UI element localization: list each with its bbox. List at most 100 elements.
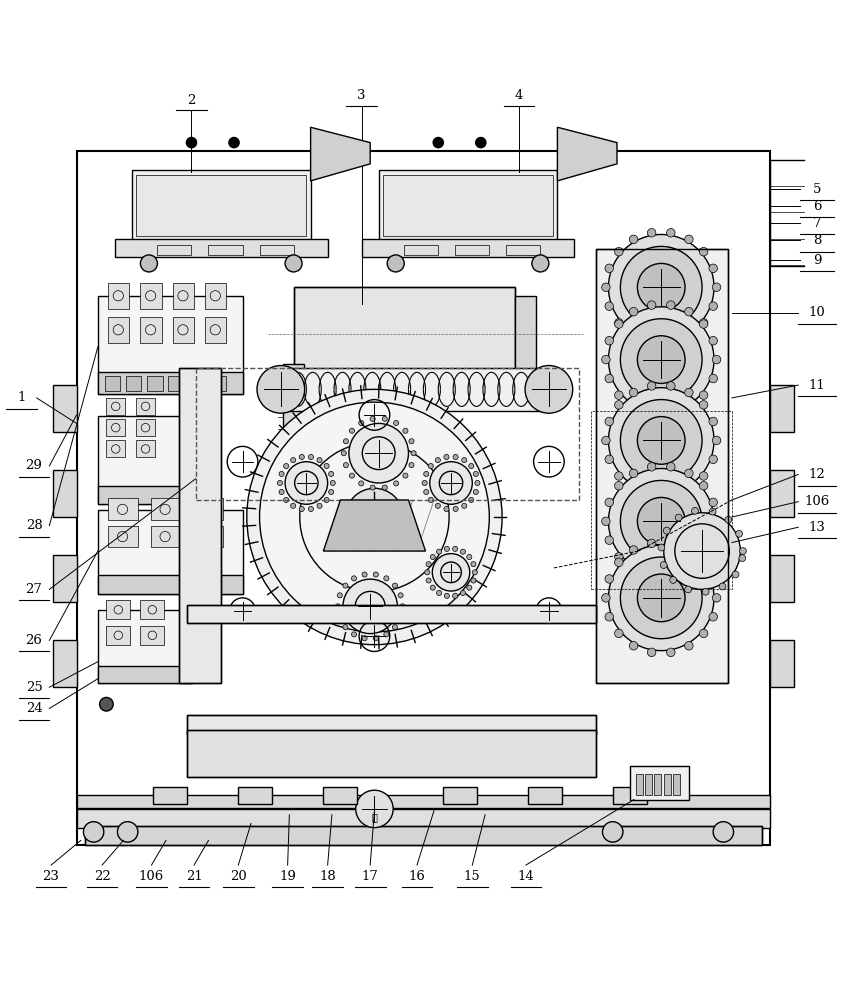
Bar bbox=[108, 317, 129, 343]
Bar bbox=[151, 526, 180, 547]
Circle shape bbox=[614, 247, 623, 256]
Circle shape bbox=[614, 558, 623, 567]
Circle shape bbox=[466, 585, 471, 590]
Circle shape bbox=[739, 555, 745, 562]
Circle shape bbox=[666, 463, 675, 471]
Circle shape bbox=[400, 604, 405, 609]
Bar bbox=[613, 787, 647, 804]
Bar bbox=[53, 470, 77, 517]
Circle shape bbox=[393, 420, 398, 426]
Text: 10: 10 bbox=[808, 306, 825, 319]
Circle shape bbox=[620, 319, 702, 400]
Circle shape bbox=[324, 463, 329, 469]
Circle shape bbox=[614, 391, 623, 399]
Circle shape bbox=[712, 594, 721, 602]
Text: 14: 14 bbox=[517, 870, 534, 883]
Circle shape bbox=[444, 593, 449, 598]
Circle shape bbox=[684, 331, 693, 339]
Text: 9: 9 bbox=[813, 254, 821, 267]
Circle shape bbox=[432, 554, 470, 591]
Bar bbox=[187, 605, 596, 623]
Circle shape bbox=[700, 481, 708, 490]
Bar bbox=[187, 730, 596, 777]
Circle shape bbox=[664, 513, 740, 589]
Circle shape bbox=[469, 463, 474, 469]
Bar bbox=[379, 170, 557, 245]
Text: 26: 26 bbox=[26, 634, 43, 647]
Circle shape bbox=[349, 423, 408, 483]
Circle shape bbox=[614, 319, 623, 327]
Bar bbox=[289, 368, 545, 411]
Circle shape bbox=[709, 498, 717, 507]
Bar bbox=[77, 151, 770, 845]
Circle shape bbox=[709, 455, 717, 464]
Circle shape bbox=[614, 553, 623, 561]
Bar bbox=[115, 239, 328, 257]
Bar bbox=[196, 368, 579, 500]
Text: 12: 12 bbox=[808, 468, 825, 481]
Circle shape bbox=[186, 137, 197, 148]
Text: 19: 19 bbox=[279, 870, 296, 883]
Circle shape bbox=[277, 480, 283, 486]
Circle shape bbox=[712, 436, 721, 445]
Text: 6: 6 bbox=[813, 200, 821, 213]
Circle shape bbox=[629, 484, 638, 493]
Bar bbox=[506, 245, 540, 255]
Bar bbox=[157, 245, 191, 255]
Bar bbox=[126, 376, 141, 391]
Bar bbox=[205, 283, 226, 309]
Circle shape bbox=[426, 578, 431, 583]
Circle shape bbox=[700, 553, 708, 561]
Circle shape bbox=[602, 355, 610, 364]
Circle shape bbox=[279, 471, 284, 477]
Bar bbox=[147, 376, 163, 391]
Text: 24: 24 bbox=[26, 702, 43, 715]
Circle shape bbox=[362, 636, 367, 641]
Circle shape bbox=[374, 636, 379, 641]
Circle shape bbox=[629, 307, 638, 316]
Circle shape bbox=[709, 417, 717, 426]
Bar bbox=[98, 486, 185, 504]
Circle shape bbox=[453, 593, 458, 598]
Circle shape bbox=[709, 336, 717, 345]
Circle shape bbox=[444, 454, 449, 460]
Circle shape bbox=[605, 575, 614, 583]
Bar bbox=[98, 372, 243, 394]
Circle shape bbox=[637, 263, 685, 311]
Bar bbox=[108, 526, 138, 547]
Bar bbox=[98, 575, 243, 594]
Text: 1: 1 bbox=[17, 391, 26, 404]
Circle shape bbox=[279, 489, 284, 495]
Circle shape bbox=[648, 382, 656, 390]
Circle shape bbox=[356, 790, 393, 828]
Circle shape bbox=[403, 428, 408, 433]
Circle shape bbox=[428, 497, 433, 502]
Polygon shape bbox=[557, 127, 617, 181]
Circle shape bbox=[393, 481, 398, 486]
Circle shape bbox=[620, 400, 702, 481]
Circle shape bbox=[608, 234, 714, 340]
Text: 3: 3 bbox=[357, 89, 366, 102]
Circle shape bbox=[608, 469, 714, 574]
Circle shape bbox=[608, 388, 714, 493]
Circle shape bbox=[343, 463, 348, 468]
Circle shape bbox=[709, 264, 717, 273]
Circle shape bbox=[384, 576, 389, 581]
Circle shape bbox=[444, 546, 449, 551]
Circle shape bbox=[460, 549, 465, 554]
Bar bbox=[136, 398, 155, 415]
Bar bbox=[193, 498, 223, 520]
Circle shape bbox=[700, 247, 708, 256]
Circle shape bbox=[637, 417, 685, 464]
Circle shape bbox=[475, 480, 480, 486]
Circle shape bbox=[100, 697, 113, 711]
Circle shape bbox=[430, 462, 472, 504]
Bar bbox=[187, 605, 596, 623]
Bar bbox=[636, 774, 643, 795]
Circle shape bbox=[620, 246, 702, 328]
Circle shape bbox=[341, 451, 346, 456]
Bar bbox=[168, 376, 184, 391]
Circle shape bbox=[709, 374, 717, 383]
Bar bbox=[173, 317, 194, 343]
Circle shape bbox=[471, 562, 476, 567]
